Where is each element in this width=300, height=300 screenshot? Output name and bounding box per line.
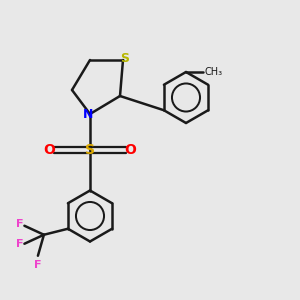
Text: N: N	[83, 107, 94, 121]
Text: S: S	[85, 143, 95, 157]
Text: S: S	[120, 52, 129, 65]
Text: F: F	[16, 239, 24, 249]
Text: O: O	[44, 143, 56, 157]
Text: O: O	[124, 143, 136, 157]
Text: F: F	[34, 260, 42, 270]
Text: CH₃: CH₃	[205, 67, 223, 77]
Text: F: F	[16, 219, 24, 229]
